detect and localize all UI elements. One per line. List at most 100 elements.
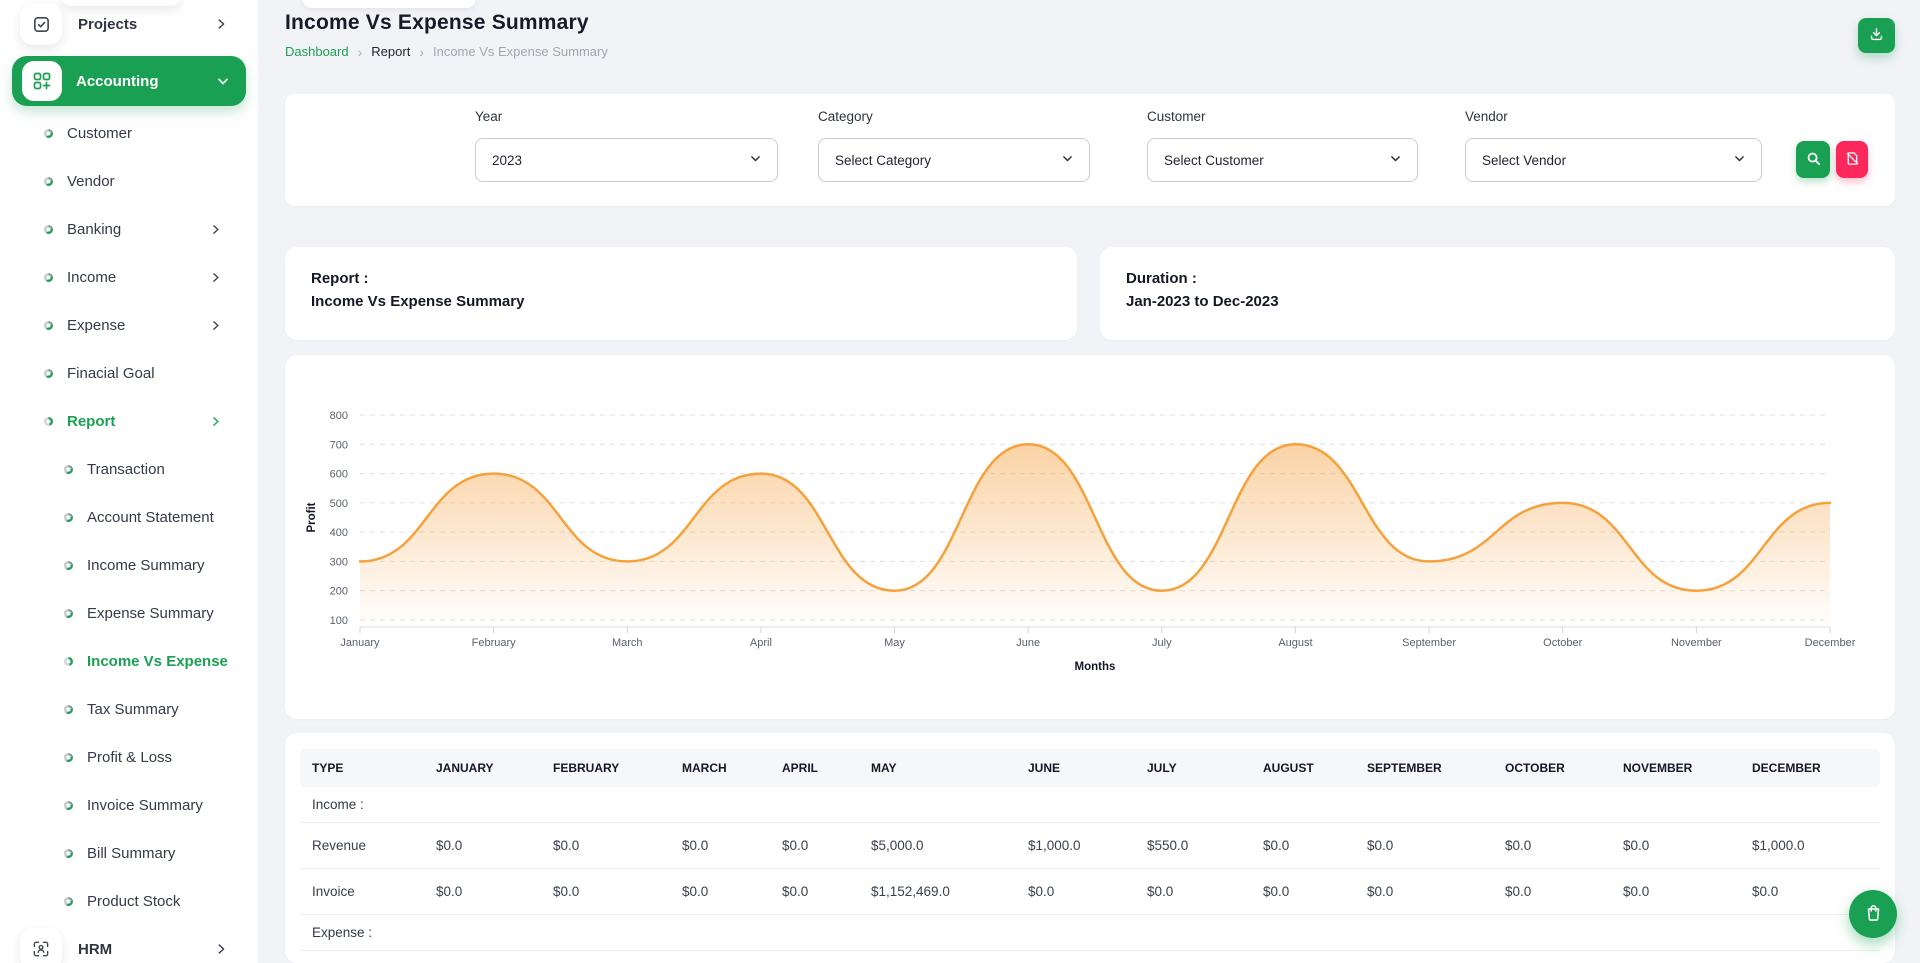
svg-text:600: 600 [330,469,348,481]
svg-text:January: January [340,637,380,649]
checkbox-icon [20,3,62,45]
column-header: MAY [859,749,1016,787]
column-header: JULY [1135,749,1251,787]
expense-section-row: Expense : [300,915,1880,951]
income-expense-table: TYPE JANUARY FEBRUARY MARCH APRIL MAY JU… [300,749,1880,951]
year-select[interactable]: 2023 [475,138,778,182]
cell: $1,152,469.0 [859,869,1016,915]
svg-text:July: July [1152,637,1172,649]
column-header: DECEMBER [1740,749,1880,787]
chevron-down-icon [749,152,762,168]
cell: $0.0 [670,823,770,869]
cell: $5,000.0 [859,823,1016,869]
cell: $0.0 [670,869,770,915]
circle-bullet-icon [44,129,53,138]
cell: $0.0 [541,823,670,869]
shopping-bag-icon [1863,902,1884,926]
chart-card: 100200300400500600700800JanuaryFebruaryM… [285,355,1895,719]
duration-card: Duration : Jan-2023 to Dec-2023 [1100,247,1895,340]
cell: $0.0 [1355,823,1493,869]
svg-text:200: 200 [330,586,348,598]
svg-text:Profit: Profit [306,502,318,532]
sidebar-item-accounting[interactable]: Accounting [12,56,246,106]
floating-bag-button[interactable] [1849,890,1897,938]
category-select[interactable]: Select Category [818,138,1090,182]
vendor-field: Vendor Select Vendor [1465,109,1762,182]
download-icon [1868,26,1885,46]
chevron-down-icon [1733,152,1746,168]
chevron-down-icon [216,74,230,88]
circle-bullet-icon [64,705,73,714]
page-title: Income Vs Expense Summary [285,11,608,35]
circle-bullet-icon [44,273,53,282]
search-icon [1806,151,1821,169]
report-card: Report : Income Vs Expense Summary [285,247,1077,340]
column-header: NOVEMBER [1611,749,1740,787]
cell: $550.0 [1135,823,1251,869]
sidebar-item-report[interactable]: Report [0,397,258,445]
chevron-right-icon [209,271,222,284]
svg-text:800: 800 [330,410,348,422]
row-type: Invoice [300,869,424,915]
year-field: Year 2023 [475,109,778,182]
cell: $0.0 [1251,869,1355,915]
cell: $0.0 [1493,823,1611,869]
section-label: Expense : [300,915,1880,951]
sidebar-item-invoice-summary[interactable]: Invoice Summary [0,781,258,829]
cell: $1,000.0 [1016,823,1135,869]
sidebar-item-vendor[interactable]: Vendor [0,157,258,205]
svg-text:500: 500 [330,498,348,510]
sidebar-item-projects[interactable]: Projects [0,0,258,48]
chevron-right-icon: › [419,45,424,59]
svg-text:June: June [1016,637,1040,649]
breadcrumb-current: Income Vs Expense Summary [433,44,608,59]
row-type: Revenue [300,823,424,869]
sidebar-item-account-statement[interactable]: Account Statement [0,493,258,541]
svg-text:September: September [1402,637,1456,649]
svg-text:October: October [1543,637,1582,649]
main-content: Income Vs Expense Summary Dashboard › Re… [258,0,1920,963]
svg-text:Months: Months [1075,661,1116,673]
clear-filter-icon [1845,151,1860,169]
column-header: SEPTEMBER [1355,749,1493,787]
sidebar-item-bill-summary[interactable]: Bill Summary [0,829,258,877]
breadcrumb-dashboard[interactable]: Dashboard [285,44,349,59]
chevron-right-icon [209,415,222,428]
column-header: APRIL [770,749,859,787]
sidebar-item-income-summary[interactable]: Income Summary [0,541,258,589]
download-button[interactable] [1858,18,1895,53]
cell: $0.0 [541,869,670,915]
svg-text:March: March [612,637,643,649]
sidebar-item-banking[interactable]: Banking [0,205,258,253]
vendor-select[interactable]: Select Vendor [1465,138,1762,182]
sidebar-item-expense[interactable]: Expense [0,301,258,349]
svg-text:700: 700 [330,439,348,451]
profit-chart: 100200300400500600700800JanuaryFebruaryM… [295,365,1875,705]
column-header: MARCH [670,749,770,787]
breadcrumb-report[interactable]: Report [371,44,410,59]
chevron-down-icon [1061,152,1074,168]
sidebar-item-profit-loss[interactable]: Profit & Loss [0,733,258,781]
section-label: Income : [300,787,1880,823]
circle-bullet-icon [64,753,73,762]
svg-text:April: April [750,637,772,649]
customer-select[interactable]: Select Customer [1147,138,1418,182]
sidebar-item-hrm[interactable]: HRM [0,925,258,963]
svg-text:August: August [1278,637,1312,649]
sidebar-item-financial-goal[interactable]: Finacial Goal [0,349,258,397]
apply-filter-button[interactable] [1796,141,1830,178]
sidebar-item-tax-summary[interactable]: Tax Summary [0,685,258,733]
sidebar-item-customer[interactable]: Customer [0,109,258,157]
circle-bullet-icon [64,657,73,666]
sidebar-item-income[interactable]: Income [0,253,258,301]
cell: $0.0 [770,823,859,869]
table-header-row: TYPE JANUARY FEBRUARY MARCH APRIL MAY JU… [300,749,1880,787]
sidebar-item-income-vs-expense[interactable]: Income Vs Expense [0,637,258,685]
sidebar-item-expense-summary[interactable]: Expense Summary [0,589,258,637]
cell: $0.0 [424,823,541,869]
sidebar-item-transaction[interactable]: Transaction [0,445,258,493]
svg-text:300: 300 [330,556,348,568]
sidebar-item-product-stock[interactable]: Product Stock [0,877,258,925]
reset-filter-button[interactable] [1836,141,1868,178]
duration-card-value: Jan-2023 to Dec-2023 [1126,291,1869,314]
